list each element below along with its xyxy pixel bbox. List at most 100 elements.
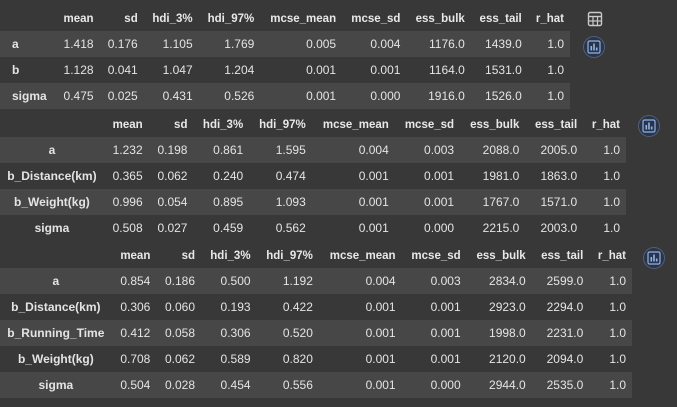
table-cell: 0.001 (424, 169, 455, 183)
table-cell: 0.854 (120, 274, 151, 288)
table-cell: 1164.0 (428, 63, 465, 77)
table-cell: 0.004 (358, 143, 389, 157)
table-cell: 0.365 (112, 169, 143, 183)
table-cell: 1981.0 (482, 169, 520, 183)
table-cell: 0.001 (365, 326, 396, 340)
table-cell: 0.001 (358, 221, 389, 235)
table-cell: 1.0 (603, 169, 620, 183)
table-cell: 0.028 (164, 378, 196, 392)
table-cell: 0.001 (306, 63, 337, 77)
table-cell: 0.996 (112, 195, 143, 209)
table-row: a 1.418 0.176 1.105 1.769 0.005 0.004 1176.0 143… (0, 31, 570, 57)
table-cell: 0.001 (306, 89, 337, 103)
table-cell: 0.475 (63, 89, 94, 103)
bar-chart-icon (642, 119, 656, 133)
table-cell: 0.062 (157, 169, 188, 183)
suggest-charts-button-3[interactable] (643, 247, 665, 269)
column-header: r_hat (597, 249, 626, 262)
table-cell: 0.001 (358, 195, 389, 209)
suggest-charts-button-2[interactable] (638, 115, 660, 137)
column-header: sd (174, 118, 188, 131)
summary-table-3: mean sd hdi_3% hdi_97% mcse_mean mcse_sd ess_b… (0, 243, 632, 398)
table-cell: 0.005 (306, 37, 337, 51)
column-header (0, 243, 112, 268)
table-cell: 0.058 (164, 326, 196, 340)
column-header: r_hat (591, 118, 620, 131)
row-label: a (48, 143, 56, 157)
table-cell: 0.001 (358, 169, 389, 183)
table-row: sigma 0.475 0.025 0.431 0.526 0.001 0.000 1916.… (0, 83, 570, 109)
table-row: a 1.232 0.198 0.861 1.595 0.004 0.003 2088.0 200… (0, 137, 626, 163)
table-icon (587, 11, 603, 27)
table-cell: 2923.0 (489, 300, 526, 314)
table-cell: 2294.0 (546, 300, 584, 314)
column-header: hdi_97% (259, 118, 306, 131)
table-cell: 0.000 (424, 221, 455, 235)
table-cell: 1916.0 (428, 89, 465, 103)
table-cell: 0.459 (213, 221, 244, 235)
table-cell: 1.192 (282, 274, 313, 288)
row-label: b_Distance(km) (11, 300, 101, 314)
table-row: b_Distance(km) 0.306 0.060 0.193 0.422 0.001 0… (0, 294, 632, 320)
table-cell: 1176.0 (428, 37, 465, 51)
bar-chart-icon (587, 40, 601, 54)
table-cell: 0.589 (220, 352, 251, 366)
table-cell: 1.769 (224, 37, 255, 51)
row-label: sigma (34, 221, 70, 235)
column-header: mcse_mean (322, 118, 389, 131)
column-header: hdi_3% (210, 249, 251, 262)
table-cell: 2231.0 (546, 326, 584, 340)
table-row: sigma 0.508 0.027 0.459 0.562 0.001 0.000 2215.… (0, 215, 626, 241)
table-cell: 0.001 (370, 63, 401, 77)
table-cell: 2215.0 (482, 221, 520, 235)
convert-to-table-button[interactable] (584, 8, 606, 30)
table-cell: 1.0 (603, 221, 620, 235)
table-cell: 1.0 (603, 195, 620, 209)
table-cell: 0.003 (430, 274, 461, 288)
table-cell: 0.500 (220, 274, 251, 288)
table-cell: 0.041 (107, 63, 138, 77)
bar-chart-icon (647, 251, 661, 265)
table-cell: 1439.0 (485, 37, 522, 51)
table-cell: 0.025 (107, 89, 138, 103)
table-cell: 0.306 (120, 300, 151, 314)
table-cell: 0.508 (112, 221, 143, 235)
column-header: mean (112, 118, 143, 131)
row-label: b_Running_Time (7, 326, 105, 340)
table-cell: 1.595 (275, 143, 306, 157)
column-header: ess_tail (541, 249, 584, 262)
row-label: sigma (38, 378, 74, 392)
suggest-charts-button-1[interactable] (583, 36, 605, 58)
table-cell: 0.001 (430, 300, 461, 314)
column-header: sd (124, 12, 138, 25)
column-header: r_hat (535, 12, 564, 25)
table-row: b 1.128 0.041 1.047 1.204 0.001 0.001 1164.0 153… (0, 57, 570, 83)
table-row: a 0.854 0.186 0.500 1.192 0.004 0.003 2834.0 259… (0, 268, 632, 294)
column-header (0, 6, 55, 31)
table-cell: 1767.0 (482, 195, 520, 209)
row-label: sigma (12, 89, 47, 103)
table-cell: 1.0 (547, 89, 564, 103)
table-cell: 1531.0 (485, 63, 522, 77)
table-cell: 0.054 (157, 195, 188, 209)
table-cell: 2599.0 (546, 274, 584, 288)
table-cell: 2003.0 (540, 221, 578, 235)
table-row: b_Weight(kg) 0.996 0.054 0.895 1.093 0.001 0.0… (0, 189, 626, 215)
table-header-row: mean sd hdi_3% hdi_97% mcse_mean mcse_sd ess_b… (0, 243, 632, 268)
row-label: a (52, 274, 60, 288)
row-label: b_Weight(kg) (14, 195, 90, 209)
table-cell: 0.556 (282, 378, 313, 392)
table-cell: 0.422 (282, 300, 313, 314)
table-cell: 0.431 (162, 89, 193, 103)
table-cell: 0.895 (213, 195, 244, 209)
table-cell: 0.027 (157, 221, 188, 235)
table-row: b_Running_Time 0.412 0.058 0.306 0.520 0.001 0… (0, 320, 632, 346)
table-cell: 2005.0 (540, 143, 578, 157)
table-cell: 0.004 (370, 37, 401, 51)
table-cell: 1.0 (547, 37, 564, 51)
table-cell: 1571.0 (540, 195, 578, 209)
table-cell: 2088.0 (482, 143, 520, 157)
table-cell: 1998.0 (489, 326, 526, 340)
table-cell: 0.186 (164, 274, 196, 288)
table-cell: 1.0 (609, 300, 626, 314)
